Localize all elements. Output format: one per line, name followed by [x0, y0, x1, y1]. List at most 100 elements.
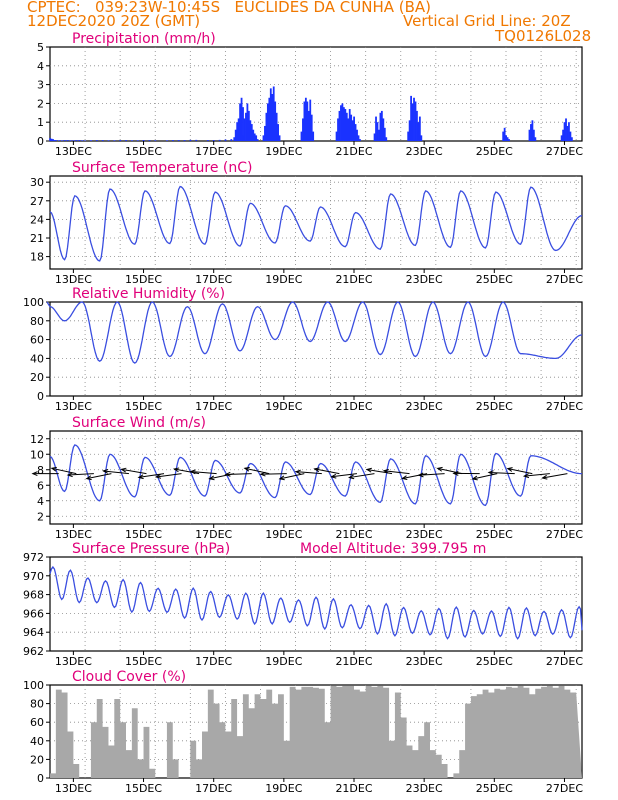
precip-bar — [356, 129, 358, 141]
x-tick-label: 17DEC — [195, 145, 232, 158]
precip-bar — [531, 120, 534, 141]
precip-bar — [183, 140, 186, 141]
wind-arrow — [471, 473, 498, 481]
precip-bar — [307, 110, 310, 141]
precip-bar — [351, 120, 354, 141]
precip-bar — [266, 103, 269, 141]
precip-bar — [385, 137, 388, 141]
y-tick-label: 12 — [30, 433, 44, 446]
wind-arrow — [401, 473, 428, 481]
precip-bar — [373, 133, 376, 141]
precip-bar — [125, 140, 127, 141]
wind-arrow — [85, 473, 112, 481]
y-tick-label: 2 — [37, 97, 44, 110]
wind-arrow — [189, 469, 217, 475]
precip-bar — [240, 97, 243, 141]
wind-arrow — [224, 471, 252, 477]
y-tick-label: 60 — [30, 334, 44, 347]
x-tick-label: 19DEC — [265, 655, 302, 668]
precip-bar — [271, 94, 274, 141]
y-tick-label: 0 — [37, 772, 44, 785]
humidity-line — [46, 301, 583, 364]
precip-bar — [570, 137, 573, 141]
y-tick-label: 4 — [37, 60, 44, 73]
precip-bar — [303, 101, 306, 141]
y-tick-label: 27 — [30, 195, 44, 208]
precip-bar — [379, 112, 382, 141]
x-tick-label: 25DEC — [476, 782, 513, 795]
precip-bar — [195, 139, 198, 141]
y-tick-label: 964 — [23, 626, 44, 639]
panel-title: Surface Temperature (nC) — [72, 160, 253, 176]
precip-bar — [414, 101, 417, 141]
precip-bar — [75, 140, 78, 141]
x-tick-label: 13DEC — [55, 400, 92, 413]
precip-bar — [417, 122, 420, 141]
precip-bar — [60, 140, 63, 141]
panel-title: Relative Humidity (%) — [72, 286, 225, 302]
panel-title: Cloud Cover (%) — [72, 669, 186, 685]
y-tick-label: 2 — [37, 510, 44, 523]
x-tick-label: 13DEC — [55, 273, 92, 286]
x-tick-label: 15DEC — [125, 273, 162, 286]
wind-arrow — [436, 466, 463, 475]
y-tick-label: 60 — [30, 716, 44, 729]
precip-bar — [350, 114, 353, 141]
precip-bar — [90, 140, 92, 141]
precip-bar — [72, 140, 75, 141]
wind-arrow — [66, 472, 94, 478]
precip-bar — [383, 127, 386, 141]
precip-bar — [418, 116, 421, 141]
pressure-line — [49, 565, 583, 640]
y-tick-label: 80 — [30, 315, 44, 328]
precip-bar — [378, 129, 380, 141]
precip-bar — [207, 140, 209, 141]
x-tick-label: 17DEC — [195, 400, 232, 413]
panel-wind: 2 4 6 8 10 12 13DEC 15DEC 17DEC 19DEC 21DEC 23DEC 25… — [30, 415, 583, 541]
precip-bar — [268, 97, 271, 141]
precip-bar — [66, 140, 69, 141]
x-tick-label: 23DEC — [406, 273, 443, 286]
precip-bar — [341, 103, 344, 141]
precip-bar — [302, 118, 304, 141]
precip-bar — [218, 139, 221, 141]
x-tick-label: 17DEC — [195, 273, 232, 286]
precip-bar — [84, 140, 87, 141]
precip-bar — [246, 103, 249, 141]
wind-arrow — [172, 467, 200, 475]
y-tick-label: 3 — [37, 79, 44, 92]
precip-bar — [81, 140, 84, 141]
precip-bar — [224, 139, 227, 141]
x-tick-label: 27DEC — [546, 782, 583, 795]
x-tick-label: 19DEC — [265, 145, 302, 158]
temperature-line — [49, 185, 583, 262]
y-tick-label: 21 — [30, 232, 44, 245]
precip-bar — [78, 140, 81, 141]
panel-frame — [49, 556, 583, 652]
x-tick-label: 23DEC — [406, 528, 443, 541]
panel-pressure: 962 964 966 968 970 972 13DEC 15DEC 17DEC 19DEC 21… — [23, 541, 583, 668]
precip-bar — [265, 112, 268, 141]
precip-bar — [530, 124, 532, 141]
precip-bar — [233, 137, 236, 141]
wind-arrow — [506, 467, 533, 475]
precip-bar — [416, 110, 418, 141]
precip-bar — [359, 139, 361, 141]
x-tick-label: 27DEC — [546, 655, 583, 668]
wind-arrow — [259, 471, 287, 477]
y-tick-label: 1 — [37, 116, 44, 129]
x-tick-label: 25DEC — [476, 655, 513, 668]
precip-bar — [239, 103, 241, 141]
panel-frame — [49, 430, 583, 525]
y-tick-label: 972 — [23, 551, 44, 564]
precip-bar — [53, 140, 56, 141]
header-line1: CPTEC: 039:23W-10:45S EUCLIDES DA CUNHA … — [27, 0, 432, 16]
wind-arrow — [522, 473, 550, 479]
precip-bar — [50, 138, 53, 141]
precip-bar — [344, 109, 347, 141]
wind-line — [49, 444, 582, 507]
x-tick-label: 25DEC — [476, 528, 513, 541]
precip-bar — [382, 118, 385, 141]
wind-arrow — [278, 473, 305, 481]
